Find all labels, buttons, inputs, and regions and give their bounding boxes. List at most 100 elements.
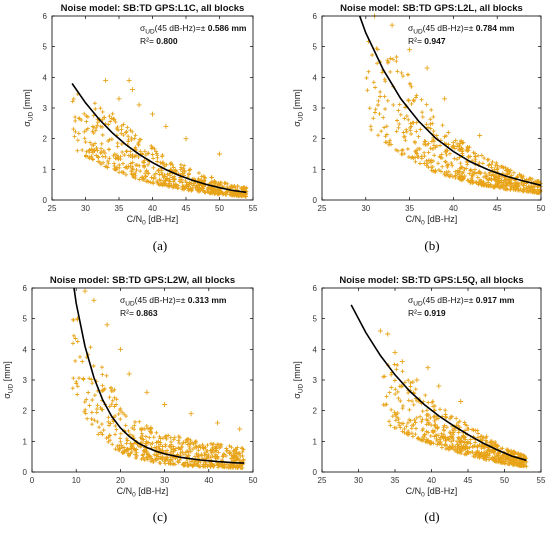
data-point	[122, 445, 127, 450]
data-point	[155, 155, 160, 160]
data-point	[89, 410, 94, 415]
data-point	[217, 151, 222, 157]
data-point	[204, 456, 209, 461]
data-point	[100, 383, 105, 388]
data-point	[448, 416, 452, 421]
data-point	[407, 407, 412, 412]
data-point	[515, 180, 520, 185]
x-tick-label: 55	[249, 204, 258, 213]
x-tick-label: 40	[148, 204, 157, 213]
data-point	[216, 465, 221, 470]
data-point	[119, 127, 124, 132]
data-point	[383, 79, 388, 84]
model-fit-curve	[358, 15, 542, 187]
data-point	[105, 159, 110, 164]
data-point	[216, 192, 221, 197]
x-tick-label: 45	[493, 204, 502, 213]
x-tick-label: 25	[48, 204, 57, 213]
data-point	[185, 463, 190, 468]
data-point	[183, 136, 189, 142]
data-point	[411, 98, 416, 103]
data-point	[96, 432, 101, 437]
data-point	[412, 98, 416, 103]
data-point	[188, 442, 192, 446]
data-point	[124, 436, 129, 441]
data-point	[389, 385, 394, 390]
data-point	[485, 440, 489, 445]
data-point	[422, 432, 427, 437]
data-point	[139, 457, 144, 461]
data-point	[431, 143, 436, 148]
data-point	[395, 389, 400, 394]
data-point	[426, 125, 431, 130]
data-point	[382, 77, 387, 82]
data-point	[408, 128, 413, 133]
data-point	[143, 434, 148, 439]
data-point	[380, 70, 385, 75]
data-point	[481, 444, 486, 449]
data-point	[99, 146, 104, 151]
y-tick-label: 1	[23, 437, 28, 446]
data-point	[196, 176, 201, 181]
x-tick-label: 30	[81, 204, 90, 213]
data-point	[479, 153, 484, 158]
data-point	[432, 434, 437, 439]
data-point	[139, 426, 143, 431]
data-point	[162, 402, 168, 407]
data-point	[188, 449, 193, 454]
data-point	[453, 448, 458, 453]
data-point	[493, 179, 498, 184]
data-point	[133, 456, 138, 460]
data-point	[459, 435, 464, 440]
data-point	[129, 135, 134, 140]
data-point	[484, 436, 488, 440]
data-point	[106, 435, 111, 440]
data-point	[146, 151, 151, 156]
data-point	[83, 140, 88, 144]
data-point	[428, 146, 433, 151]
data-point	[71, 96, 76, 101]
y-tick-label: 5	[23, 315, 28, 324]
data-point	[73, 359, 78, 363]
data-point	[178, 167, 183, 172]
data-point	[165, 448, 170, 453]
data-point	[434, 144, 439, 149]
data-point	[369, 127, 374, 132]
data-point	[376, 98, 381, 103]
data-point	[410, 434, 415, 439]
data-point	[408, 121, 413, 126]
data-point	[130, 153, 135, 157]
x-axis-label: C/N0 [dB-Hz]	[127, 214, 179, 227]
data-point	[138, 149, 143, 154]
data-point	[414, 377, 420, 383]
data-point	[123, 423, 128, 428]
data-point	[522, 187, 527, 192]
data-point	[416, 155, 421, 159]
data-point	[213, 189, 218, 194]
data-point	[451, 438, 456, 443]
data-point	[491, 448, 496, 453]
data-point	[436, 440, 441, 445]
data-point	[399, 359, 405, 365]
data-point	[73, 336, 78, 341]
data-point	[414, 151, 419, 156]
data-point	[130, 425, 135, 430]
data-point	[136, 141, 141, 146]
data-point	[490, 456, 495, 461]
data-point	[473, 428, 478, 433]
data-point	[202, 453, 207, 458]
data-point	[120, 410, 125, 415]
data-point	[451, 432, 456, 437]
model-fit-curve	[71, 83, 247, 194]
data-point	[221, 192, 226, 197]
data-point	[128, 149, 133, 154]
data-point	[171, 437, 176, 442]
data-point	[417, 437, 422, 442]
data-point	[450, 163, 455, 168]
data-point	[101, 388, 106, 392]
data-point	[435, 439, 440, 443]
data-point	[116, 447, 121, 452]
data-point	[137, 163, 142, 168]
data-point	[92, 101, 97, 106]
data-point	[90, 124, 95, 129]
